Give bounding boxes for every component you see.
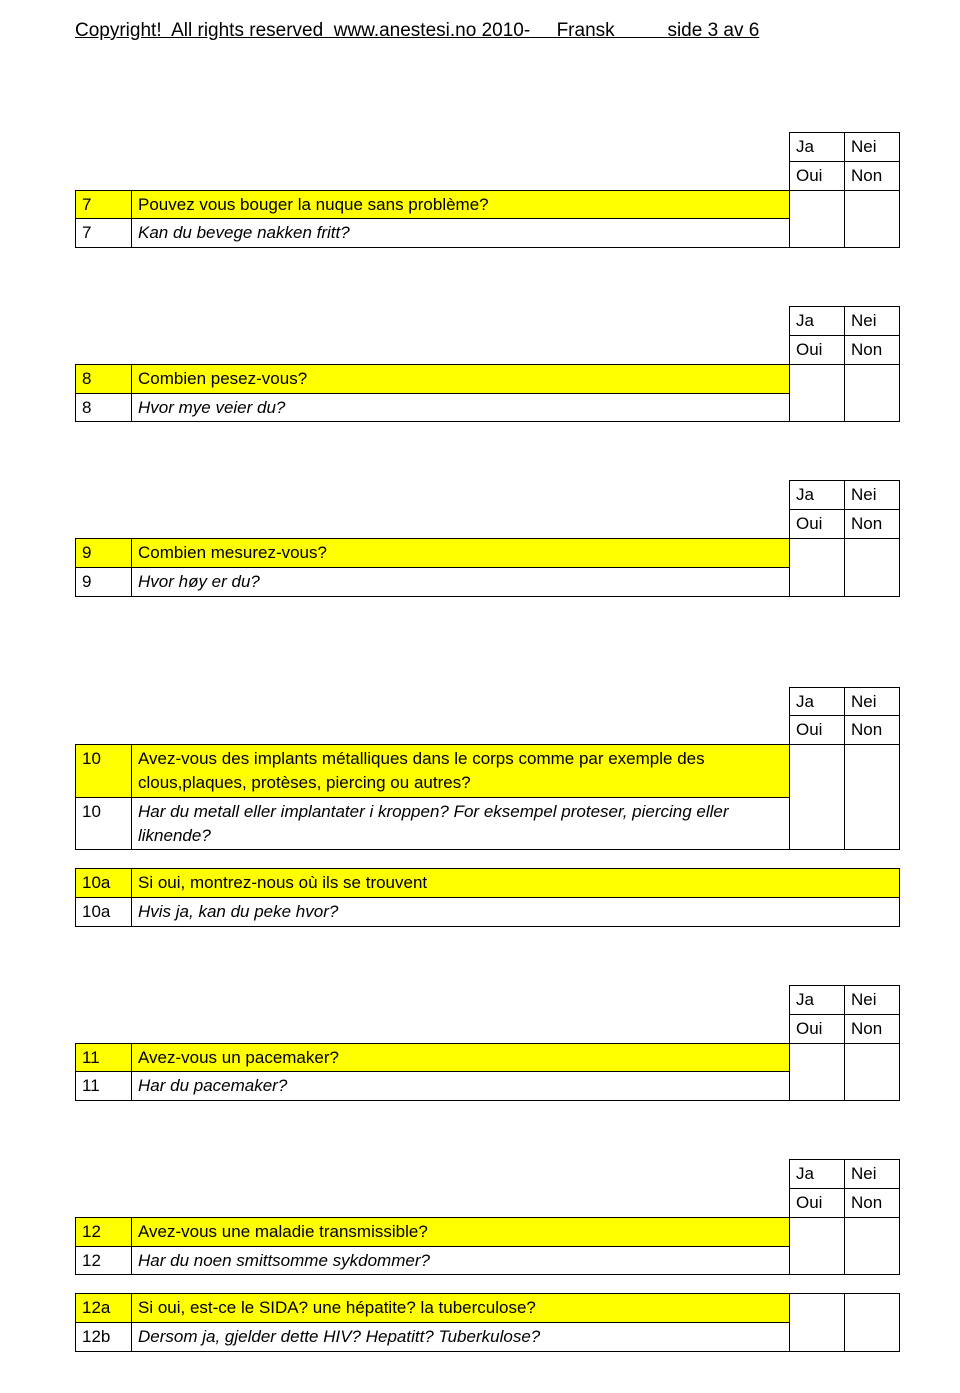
label-ja: Ja [790,687,845,716]
q10-num2: 10 [76,797,132,850]
q8-fr: Combien pesez-vous? [132,364,790,393]
label-nei: Nei [845,133,900,162]
q10-ans-no[interactable] [845,745,900,850]
label-nei: Nei [845,687,900,716]
question-12-table: Ja Nei Oui Non 12 Avez-vous une maladie … [75,1159,900,1275]
q10-ans-yes[interactable] [790,745,845,850]
q11-fr: Avez-vous un pacemaker? [132,1043,790,1072]
q12a-num: 12a [76,1294,132,1323]
q7-num2: 7 [76,219,132,248]
header-right: side 3 av 6 [667,20,759,41]
q11-ans-no[interactable] [845,1043,900,1101]
label-ja: Ja [790,985,845,1014]
q10-no: Har du metall eller implantater i kroppe… [132,797,790,850]
label-oui: Oui [790,1014,845,1043]
q7-ans-yes[interactable] [790,190,845,248]
q12b-no: Dersom ja, gjelder dette HIV? Hepatitt? … [132,1323,790,1352]
label-non: Non [845,510,900,539]
q12a-ans-yes[interactable] [790,1294,845,1352]
label-ja: Ja [790,481,845,510]
label-ja: Ja [790,1160,845,1189]
q11-num2: 11 [76,1072,132,1101]
label-oui: Oui [790,716,845,745]
q8-ans-yes[interactable] [790,364,845,422]
q7-no: Kan du bevege nakken fritt? [132,219,790,248]
q12-ans-no[interactable] [845,1217,900,1275]
label-oui: Oui [790,335,845,364]
label-ja: Ja [790,307,845,336]
q9-fr: Combien mesurez-vous? [132,538,790,567]
q12a-ans-no[interactable] [845,1294,900,1352]
question-10-table: Ja Nei Oui Non 10 Avez-vous des implants… [75,687,900,851]
label-non: Non [845,1014,900,1043]
q7-ans-no[interactable] [845,190,900,248]
label-nei: Nei [845,481,900,510]
q8-num: 8 [76,364,132,393]
label-oui: Oui [790,161,845,190]
q11-no: Har du pacemaker? [132,1072,790,1101]
question-12a-table: 12a Si oui, est-ce le SIDA? une hépatite… [75,1293,900,1352]
q12-num: 12 [76,1217,132,1246]
question-8-table: Ja Nei Oui Non 8 Combien pesez-vous? 8 H… [75,306,900,422]
q12b-num: 12b [76,1323,132,1352]
q10a-fr: Si oui, montrez-nous où ils se trouvent [132,869,900,898]
q9-ans-yes[interactable] [790,538,845,596]
label-ja: Ja [790,133,845,162]
q9-no: Hvor høy er du? [132,567,790,596]
label-non: Non [845,335,900,364]
label-non: Non [845,161,900,190]
question-9-table: Ja Nei Oui Non 9 Combien mesurez-vous? 9… [75,480,900,596]
q12a-fr: Si oui, est-ce le SIDA? une hépatite? la… [132,1294,790,1323]
q12-num2: 12 [76,1246,132,1275]
q9-ans-no[interactable] [845,538,900,596]
label-non: Non [845,1188,900,1217]
q10a-num: 10a [76,869,132,898]
question-10a-table: 10a Si oui, montrez-nous où ils se trouv… [75,868,900,927]
q11-num: 11 [76,1043,132,1072]
q7-fr: Pouvez vous bouger la nuque sans problèm… [132,190,790,219]
q9-num: 9 [76,538,132,567]
label-nei: Nei [845,985,900,1014]
q12-fr: Avez-vous une maladie transmissible? [132,1217,790,1246]
header-mid: Fransk [557,20,615,41]
label-oui: Oui [790,1188,845,1217]
question-11-table: Ja Nei Oui Non 11 Avez-vous un pacemaker… [75,985,900,1101]
label-oui: Oui [790,510,845,539]
q11-ans-yes[interactable] [790,1043,845,1101]
q12-ans-yes[interactable] [790,1217,845,1275]
q8-num2: 8 [76,393,132,422]
label-nei: Nei [845,307,900,336]
q10-num: 10 [76,745,132,798]
q10a-no: Hvis ja, kan du peke hvor? [132,898,900,927]
q10a-num2: 10a [76,898,132,927]
q7-num: 7 [76,190,132,219]
label-non: Non [845,716,900,745]
q8-ans-no[interactable] [845,364,900,422]
label-nei: Nei [845,1160,900,1189]
q12-no: Har du noen smittsomme sykdommer? [132,1246,790,1275]
header-left: Copyright! All rights reserved www.anest… [75,20,530,41]
q9-num2: 9 [76,567,132,596]
q8-no: Hvor mye veier du? [132,393,790,422]
question-7-table: Ja Nei Oui Non 7 Pouvez vous bouger la n… [75,132,900,248]
page-header: Copyright! All rights reserved www.anest… [75,20,900,42]
q10-fr: Avez-vous des implants métalliques dans … [132,745,790,798]
